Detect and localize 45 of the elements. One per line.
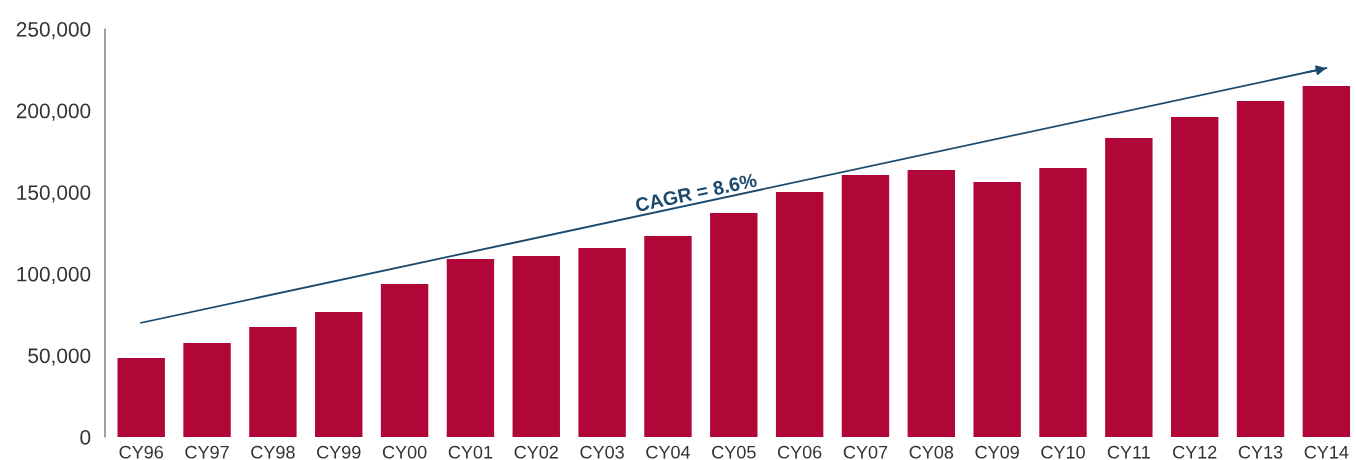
x-tick-label: CY00: [382, 445, 427, 459]
x-tick-label: CY12: [1173, 445, 1217, 459]
bar: [578, 248, 626, 437]
bar: [117, 358, 165, 437]
annotation: CAGR = 8.6%: [634, 173, 758, 213]
y-tick-label: 50,000: [28, 348, 91, 366]
bar: [841, 175, 890, 437]
x-tick-label: CY09: [975, 445, 1019, 459]
bar: [380, 284, 429, 437]
y-tick-label: 100,000: [17, 266, 91, 285]
x-tick-label: CY98: [251, 445, 295, 459]
bar: [1236, 100, 1285, 437]
x-tick-label: CY96: [119, 445, 163, 459]
y-tick-label: 250,000: [16, 22, 91, 40]
x-tick-label: CY10: [1041, 445, 1085, 459]
x-tick-label: CY08: [909, 445, 954, 459]
bar: [907, 170, 956, 437]
y-tick-label: 150,000: [17, 185, 91, 203]
x-tick-label: CY11: [1107, 445, 1150, 459]
x-tick-label: CY07: [843, 445, 888, 459]
x-tick-label: CY05: [712, 445, 756, 459]
x-tick-label: CY97: [185, 445, 229, 459]
bar: [644, 235, 692, 437]
x-tick-label: CY03: [580, 445, 624, 459]
x-tick-label: CY14: [1304, 445, 1349, 459]
y-tick-label: 0: [80, 430, 91, 445]
x-tick-label: CY13: [1238, 445, 1283, 459]
bar: [1105, 138, 1153, 437]
bar: [512, 256, 560, 437]
bar: [1302, 85, 1351, 437]
bar: [249, 327, 297, 437]
bar: [775, 192, 824, 437]
bar: [446, 259, 495, 437]
x-tick-label: CY99: [317, 445, 361, 459]
bar: [183, 343, 231, 437]
x-tick-label: CY06: [777, 445, 822, 459]
bar: [973, 182, 1021, 437]
bar: [315, 311, 363, 437]
y-tick-label: 200,000: [16, 103, 91, 121]
x-tick-label: CY01: [448, 445, 493, 459]
x-tick-label: CY04: [646, 445, 690, 459]
x-tick-label: CY02: [514, 445, 558, 459]
bar: [1170, 116, 1219, 437]
bar: [710, 213, 758, 437]
bar: [1039, 168, 1087, 437]
